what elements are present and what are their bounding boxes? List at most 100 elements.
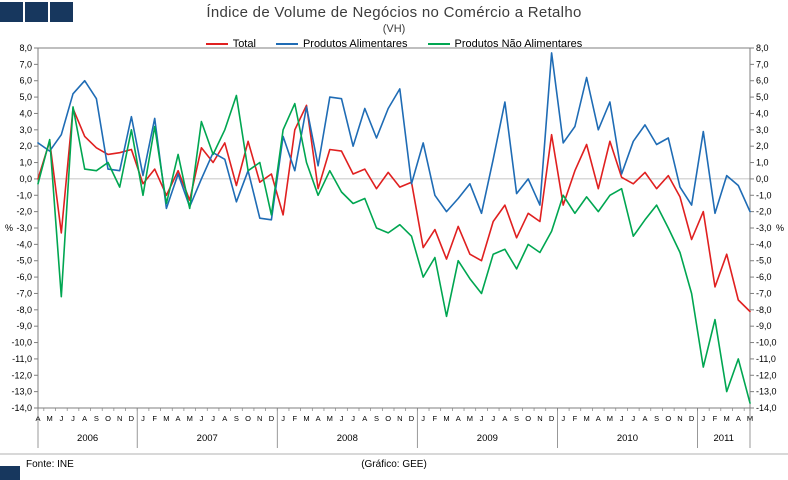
year-label: 2007 <box>197 433 218 444</box>
month-label: D <box>409 414 415 423</box>
y-tick-label-left: -12,0 <box>11 370 32 380</box>
legend-swatch-total <box>205 43 228 45</box>
y-tick-label-left: 0,0 <box>19 174 32 184</box>
y-tick-label-left: 2,0 <box>19 141 32 151</box>
y-tick-label-left: -5,0 <box>16 256 32 266</box>
month-label: A <box>82 414 87 423</box>
month-label: J <box>211 414 215 423</box>
y-tick-label-left: -14,0 <box>11 403 32 413</box>
logo <box>0 2 73 22</box>
month-label: N <box>117 414 122 423</box>
month-label: A <box>596 414 601 423</box>
month-label: O <box>245 414 251 423</box>
y-tick-label-left: -9,0 <box>16 321 32 331</box>
y-axis-unit-left: % <box>5 223 13 233</box>
legend-item-nao-alimentares: Produtos Não Alimentares <box>427 38 583 50</box>
footer-source: Fonte: INE <box>26 459 74 470</box>
y-tick-label-right: 0,0 <box>756 174 769 184</box>
year-label: 2010 <box>617 433 638 444</box>
y-tick-label-left: 3,0 <box>19 125 32 135</box>
y-tick-label-left: 5,0 <box>19 92 32 102</box>
month-label: F <box>433 414 438 423</box>
legend-swatch-alimentares <box>275 43 298 45</box>
month-label: F <box>292 414 297 423</box>
month-label: A <box>362 414 367 423</box>
y-tick-label-left: 1,0 <box>19 158 32 168</box>
year-label: 2009 <box>477 433 498 444</box>
month-label: S <box>514 414 519 423</box>
month-label: D <box>549 414 555 423</box>
month-label: O <box>105 414 111 423</box>
month-label: O <box>665 414 671 423</box>
y-tick-label-right: -8,0 <box>756 305 772 315</box>
month-label: D <box>269 414 275 423</box>
month-label: N <box>537 414 542 423</box>
legend-label: Produtos Alimentares <box>302 38 408 50</box>
y-tick-label-right: 8,0 <box>756 43 769 53</box>
month-label: F <box>152 414 157 423</box>
month-label: J <box>620 414 624 423</box>
y-tick-label-right: -7,0 <box>756 288 772 298</box>
y-tick-label-left: -6,0 <box>16 272 32 282</box>
y-tick-label-right: 7,0 <box>756 59 769 69</box>
footer-credit: (Gráfico: GEE) <box>361 459 427 470</box>
y-tick-label-left: 8,0 <box>19 43 32 53</box>
y-tick-label-right: 3,0 <box>756 125 769 135</box>
logo-bottom-square <box>0 466 20 480</box>
y-tick-label-right: -4,0 <box>756 239 772 249</box>
month-label: A <box>176 414 181 423</box>
month-label: S <box>654 414 659 423</box>
month-label: F <box>573 414 578 423</box>
month-label: F <box>713 414 718 423</box>
month-label: M <box>583 414 589 423</box>
y-tick-label-right: -13,0 <box>756 387 777 397</box>
month-label: S <box>374 414 379 423</box>
y-tick-label-right: 6,0 <box>756 76 769 86</box>
series-line-produtos-alimentares <box>37 52 751 221</box>
y-tick-label-right: -11,0 <box>756 354 776 364</box>
month-label: O <box>385 414 391 423</box>
month-label: O <box>525 414 531 423</box>
y-tick-label-left: -3,0 <box>16 223 32 233</box>
month-label: N <box>397 414 402 423</box>
legend-label: Total <box>232 38 256 50</box>
month-label: M <box>163 414 169 423</box>
month-label: M <box>467 414 473 423</box>
month-label: J <box>59 414 63 423</box>
month-label: J <box>141 414 145 423</box>
month-label: J <box>340 414 344 423</box>
y-tick-label-left: -2,0 <box>16 207 32 217</box>
year-label: 2011 <box>714 433 734 444</box>
month-label: A <box>456 414 461 423</box>
year-label: 2008 <box>337 433 358 444</box>
y-tick-label-right: -3,0 <box>756 223 772 233</box>
month-label: N <box>257 414 262 423</box>
month-label: M <box>47 414 53 423</box>
y-tick-label-right: 4,0 <box>756 108 769 118</box>
y-tick-label-right: -9,0 <box>756 321 772 331</box>
logo-square <box>25 2 48 22</box>
chart-subtitle: (VH) <box>382 23 406 35</box>
y-tick-label-right: -5,0 <box>756 256 772 266</box>
legend-swatch-nao-alimentares <box>427 43 450 45</box>
legend-item-total: Total <box>205 38 256 50</box>
month-label: M <box>327 414 333 423</box>
y-tick-label-right: -14,0 <box>756 403 777 413</box>
month-label: M <box>443 414 449 423</box>
month-label: D <box>129 414 135 423</box>
month-label: J <box>281 414 285 423</box>
y-tick-label-right: -12,0 <box>756 370 777 380</box>
series-line-produtos-não-alimentares <box>37 94 751 404</box>
y-tick-label-left: 4,0 <box>19 108 32 118</box>
month-label: J <box>351 414 355 423</box>
month-label: S <box>234 414 239 423</box>
chart-canvas: 8,0 8,0 7,0 7,0 6,0 6,0 5,0 5,0 4,0 4,0 3,0 3,0 2,0 2… <box>0 43 788 455</box>
y-tick-label-right: 1,0 <box>756 158 769 168</box>
legend-label: Produtos Não Alimentares <box>454 38 583 50</box>
month-label: J <box>491 414 495 423</box>
month-label: S <box>94 414 99 423</box>
y-tick-label-right: -2,0 <box>756 207 772 217</box>
legend-item-alimentares: Produtos Alimentares <box>275 38 408 50</box>
legend: Total Produtos Alimentares Produtos Não … <box>0 38 788 50</box>
month-label: J <box>701 414 705 423</box>
